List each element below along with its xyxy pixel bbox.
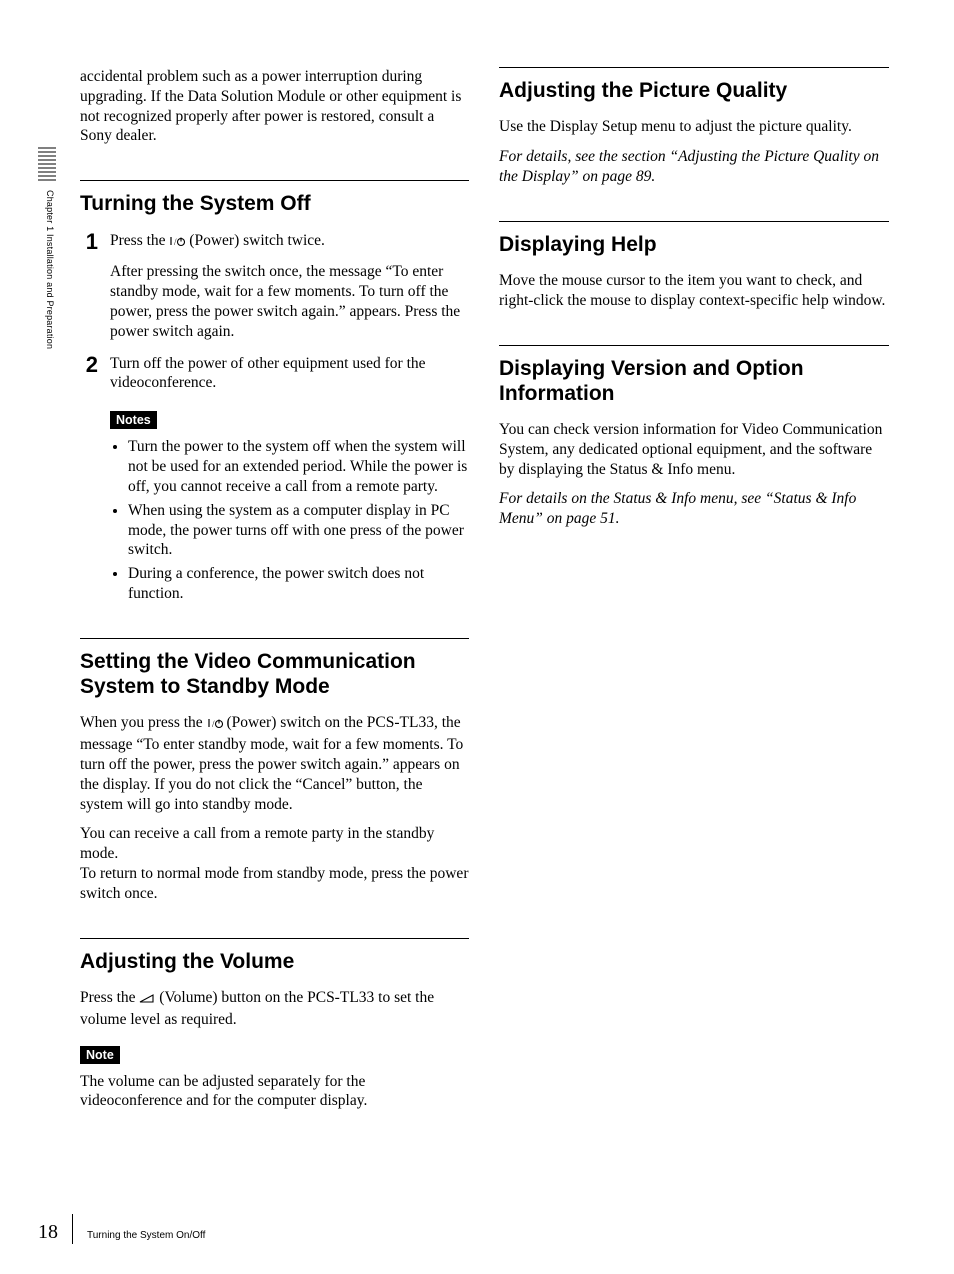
step-number: 1 xyxy=(80,231,98,342)
volume-p1: Press the (Volume) button on the PCS-TL3… xyxy=(80,988,469,1030)
heading-turning-system-off: Turning the System Off xyxy=(80,180,469,216)
step-1-text: Press the / (Power) switch twice. xyxy=(110,231,469,253)
page-footer: 18 Turning the System On/Off xyxy=(38,1214,205,1244)
note-label: Note xyxy=(80,1046,120,1064)
volume-note: The volume can be adjusted separately fo… xyxy=(80,1072,469,1112)
heading-standby-mode: Setting the Video Communication System t… xyxy=(80,638,469,699)
note-item: Turn the power to the system off when th… xyxy=(128,437,469,496)
heading-version-option: Displaying Version and Option Informatio… xyxy=(499,345,889,406)
heading-picture-quality: Adjusting the Picture Quality xyxy=(499,67,889,103)
version-p1: You can check version information for Vi… xyxy=(499,420,889,479)
step-2-text: Turn off the power of other equipment us… xyxy=(110,354,469,394)
note-item: During a conference, the power switch do… xyxy=(128,564,469,604)
note-item: When using the system as a computer disp… xyxy=(128,501,469,560)
heading-displaying-help: Displaying Help xyxy=(499,221,889,257)
side-tab-label: Chapter 1 Installation and Preparation xyxy=(39,190,55,400)
notes-list: Turn the power to the system off when th… xyxy=(110,437,469,604)
footer-running-title: Turning the System On/Off xyxy=(87,1230,205,1244)
svg-text:/: / xyxy=(212,719,215,729)
intro-paragraph: accidental problem such as a power inter… xyxy=(80,67,469,146)
power-icon: / xyxy=(207,715,223,735)
heading-adjusting-volume: Adjusting the Volume xyxy=(80,938,469,974)
notes-label: Notes xyxy=(110,411,157,429)
step-1: 1 Press the / (Power) switch twice. Afte… xyxy=(80,231,469,342)
step-1-after: After pressing the switch once, the mess… xyxy=(110,262,469,341)
page-number: 18 xyxy=(38,1221,58,1244)
power-icon: / xyxy=(169,233,185,253)
help-p1: Move the mouse cursor to the item you wa… xyxy=(499,271,889,311)
picture-quality-ref: For details, see the section “Adjusting … xyxy=(499,147,889,187)
standby-p2: You can receive a call from a remote par… xyxy=(80,824,469,903)
step-number: 2 xyxy=(80,354,98,394)
standby-p1: When you press the / (Power) switch on t… xyxy=(80,713,469,814)
picture-quality-p1: Use the Display Setup menu to adjust the… xyxy=(499,117,889,137)
side-tab-hatch xyxy=(38,144,56,184)
volume-icon xyxy=(139,990,155,1010)
footer-divider xyxy=(72,1214,73,1244)
left-column: accidental problem such as a power inter… xyxy=(80,67,469,1121)
svg-text:/: / xyxy=(174,237,177,247)
step-2: 2 Turn off the power of other equipment … xyxy=(80,354,469,394)
right-column: Adjusting the Picture Quality Use the Di… xyxy=(499,67,889,1121)
version-ref: For details on the Status & Info menu, s… xyxy=(499,489,889,529)
